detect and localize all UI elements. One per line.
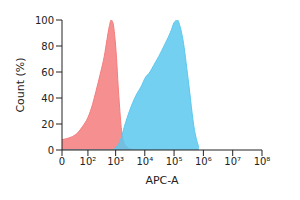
svg-text:10²: 10²	[80, 156, 97, 167]
svg-text:10³: 10³	[107, 156, 124, 167]
svg-text:Count (%): Count (%)	[14, 57, 27, 112]
svg-text:10⁶: 10⁶	[195, 156, 212, 167]
svg-text:10⁵: 10⁵	[166, 156, 183, 167]
svg-text:10⁸: 10⁸	[254, 156, 271, 167]
svg-text:60: 60	[41, 67, 54, 78]
svg-text:20: 20	[41, 119, 54, 130]
svg-text:0: 0	[48, 145, 54, 156]
svg-text:10⁷: 10⁷	[224, 156, 241, 167]
svg-text:0: 0	[59, 156, 65, 167]
svg-text:40: 40	[41, 93, 54, 104]
svg-text:APC-A: APC-A	[145, 174, 179, 187]
svg-text:80: 80	[41, 41, 54, 52]
svg-text:100: 100	[35, 15, 54, 26]
svg-text:10⁴: 10⁴	[136, 156, 153, 167]
